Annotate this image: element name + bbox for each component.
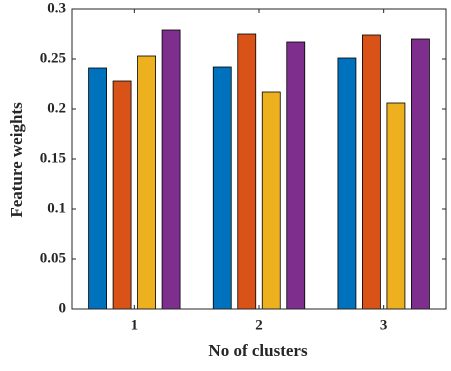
y-tick-label: 0.2 [47, 100, 66, 116]
bar [212, 66, 232, 310]
bar [337, 57, 357, 310]
bar [112, 80, 132, 310]
y-tick-label: 0 [59, 300, 67, 316]
y-tick-label: 0.25 [40, 50, 66, 66]
x-tick-label: 1 [131, 317, 139, 333]
x-axis-label: No of clusters [208, 341, 308, 360]
x-tick-label: 3 [380, 317, 388, 333]
bar [386, 102, 406, 310]
bar [411, 38, 430, 310]
bar [261, 91, 281, 310]
bar [137, 55, 156, 310]
y-tick-label: 0.3 [47, 0, 66, 16]
x-tick-label: 2 [255, 317, 263, 333]
y-tick-label: 0.05 [40, 250, 66, 266]
bar [88, 67, 107, 310]
y-tick-label: 0.15 [40, 150, 66, 166]
y-tick-label: 0.1 [47, 200, 66, 216]
bar [286, 41, 306, 310]
bar [237, 33, 257, 310]
bar [161, 29, 181, 310]
y-axis-label: Feature weights [7, 102, 26, 218]
bar [362, 34, 381, 310]
